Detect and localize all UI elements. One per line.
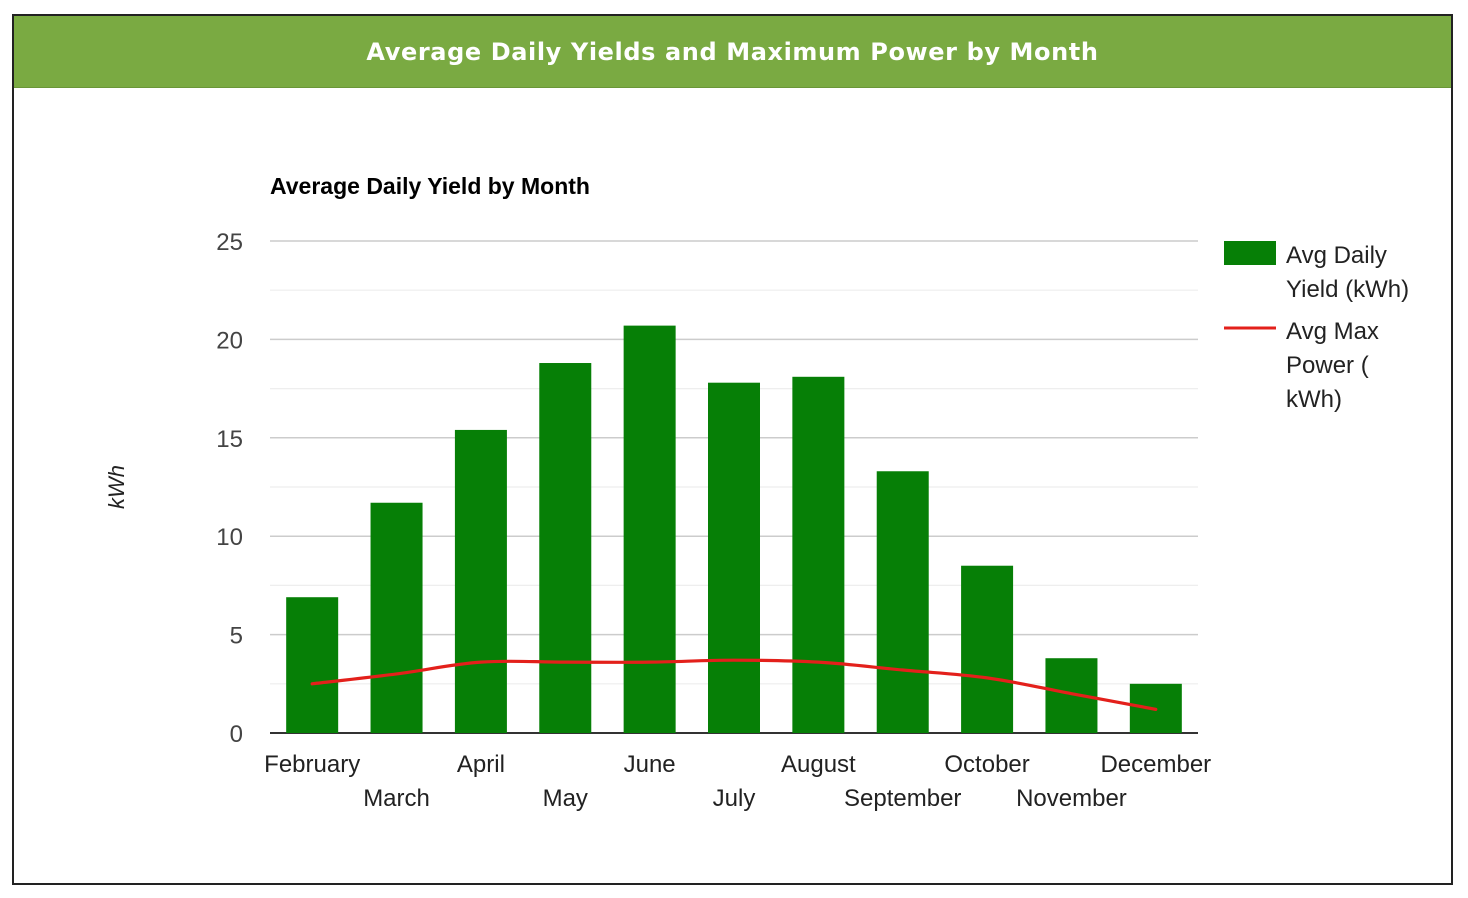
x-tick-label: March [363,785,430,812]
x-tick-label: December [1100,751,1211,778]
bar [370,502,423,733]
x-tick-label: October [944,751,1029,778]
x-tick-label: July [713,785,756,812]
bar [539,363,592,733]
y-tick-label: 10 [216,524,243,551]
panel-header: Average Daily Yields and Maximum Power b… [14,16,1451,88]
x-tick-label: September [844,785,961,812]
x-tick-label: June [624,751,676,778]
bar-series [286,325,1182,733]
bar [961,565,1014,733]
bar [623,325,676,733]
y-tick-label: 20 [216,327,243,354]
y-tick-label: 0 [230,721,243,748]
y-tick-label: 15 [216,426,243,453]
chart-panel: Average Daily Yields and Maximum Power b… [12,14,1453,885]
legend: Avg Daily Yield (kWh) Avg Max Power (kWh) [1224,241,1409,413]
legend-label-max-power: Avg Max Power (kWh) [1286,318,1379,413]
legend-label-yield: Avg Daily Yield (kWh) [1286,242,1409,303]
x-tick-label: August [781,751,856,778]
bar [454,429,507,733]
bar [792,376,845,733]
x-tick-label: November [1016,785,1127,812]
x-tick-label: April [457,751,505,778]
y-tick-label: 25 [216,229,243,256]
chart-title: Average Daily Yield by Month [270,173,590,199]
line-series [310,658,1158,711]
bar [876,471,929,733]
bar [286,597,339,733]
x-tick-label: May [543,785,588,812]
y-axis-labels: 0 5 10 15 20 25 [216,229,243,748]
x-tick-label: February [264,751,360,778]
bar [708,382,760,733]
legend-swatch-bar [1224,241,1276,265]
y-axis-label: kWh [104,465,129,509]
y-tick-label: 5 [230,623,243,650]
panel-title: Average Daily Yields and Maximum Power b… [366,37,1099,66]
